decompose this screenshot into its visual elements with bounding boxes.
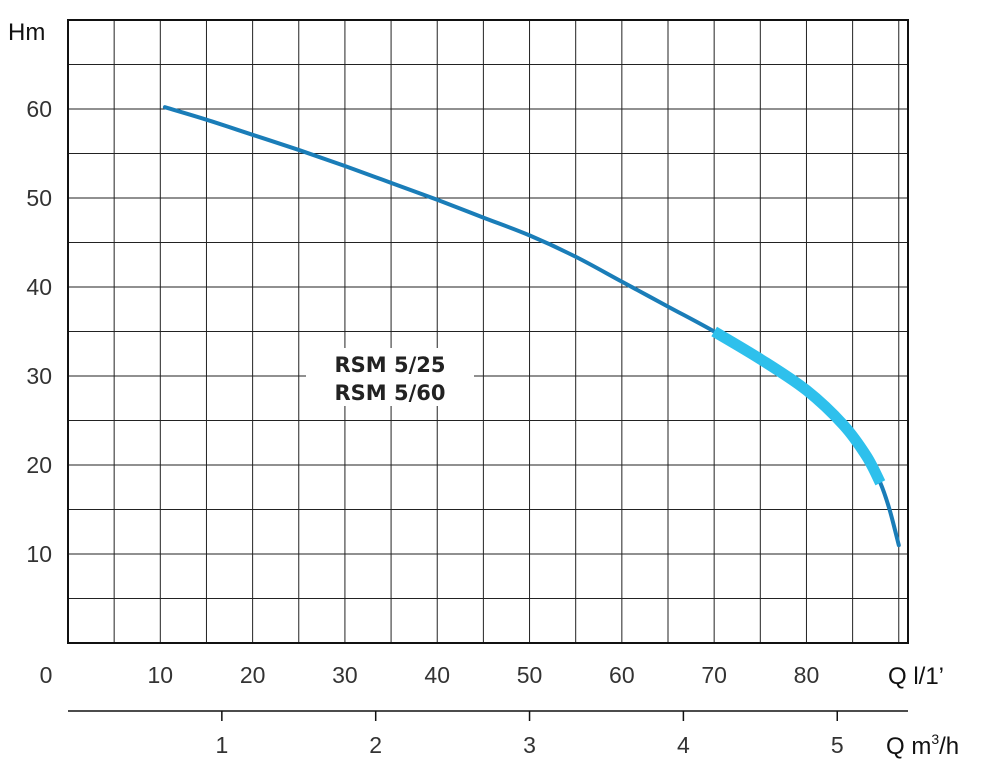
- head-flow-curve: [162, 105, 901, 548]
- x-axis-secondary-ticks: 1 2 3 4 5: [215, 711, 844, 758]
- x-tick-label: 40: [424, 662, 450, 688]
- y-tick-label: 60: [26, 96, 52, 122]
- y-axis-unit-label: Hm: [8, 19, 45, 46]
- x2-tick-label: 1: [215, 732, 228, 758]
- x-tick-label: 80: [794, 662, 820, 688]
- x-tick-label: 60: [609, 662, 635, 688]
- y-tick-label: 50: [26, 185, 52, 211]
- plot-frame: [67, 19, 909, 644]
- y-tick-label: 30: [26, 363, 52, 389]
- recommended-operating-range: [711, 326, 886, 486]
- x2-tick-label: 4: [677, 732, 690, 758]
- x-tick-label: 50: [517, 662, 543, 688]
- x-axis-primary-unit-label: Q l/1’: [888, 663, 944, 690]
- model-label-1: RSM 5/25: [334, 353, 445, 377]
- model-label-2: RSM 5/60: [334, 381, 445, 405]
- x-tick-label: 10: [148, 662, 174, 688]
- chart-grid: [68, 20, 908, 643]
- x-axis-origin-label: 0: [40, 662, 53, 688]
- x-axis-primary-tick-labels: 10 20 30 40 50 60 70 80: [148, 662, 820, 688]
- x2-tick-label: 3: [523, 732, 536, 758]
- y-axis-tick-labels: 10 20 30 40 50 60: [26, 96, 52, 567]
- x-tick-label: 20: [240, 662, 266, 688]
- y-tick-label: 40: [26, 274, 52, 300]
- x2-tick-label: 2: [369, 732, 382, 758]
- model-label-box: RSM 5/25 RSM 5/60: [306, 348, 474, 406]
- y-tick-label: 10: [26, 541, 52, 567]
- x2-tick-label: 5: [831, 732, 844, 758]
- x-tick-label: 30: [332, 662, 358, 688]
- x-axis-secondary-unit-label: Q m3/h: [886, 731, 959, 760]
- y-tick-label: 20: [26, 452, 52, 478]
- x-tick-label: 70: [701, 662, 727, 688]
